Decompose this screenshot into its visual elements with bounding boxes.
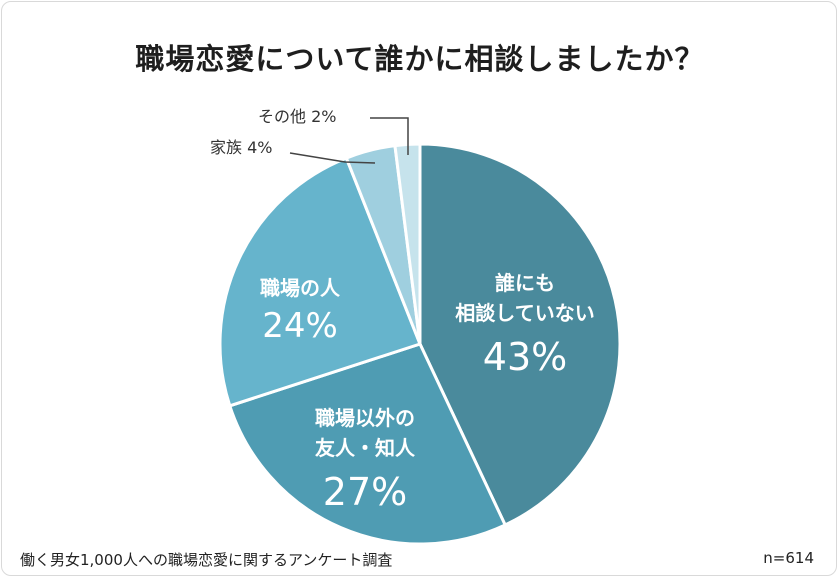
slice-label-4-0: その他 2%	[258, 107, 336, 126]
slice-label-0-0: 誰にも	[495, 271, 555, 295]
chart-title: 職場恋愛について誰かに相談しましたか？	[135, 42, 705, 76]
slice-label-3-0: 家族 4%	[210, 138, 272, 157]
leader-line-4	[370, 117, 409, 155]
slice-label-2-0: 職場の人	[260, 276, 341, 300]
slice-percent-2: 24%	[262, 306, 338, 346]
sample-size: n=614	[763, 549, 814, 567]
slice-percent-0: 43%	[483, 335, 567, 379]
slice-label-0-1: 相談していない	[455, 301, 594, 325]
slice-label-1-0: 職場以外の	[315, 406, 415, 430]
pie-slice-0	[418, 142, 622, 527]
slice-percent-1: 27%	[323, 470, 407, 514]
survey-source: 働く男女1,000人への職場恋愛に関するアンケート調査	[20, 551, 393, 569]
pie-slice-1	[227, 342, 508, 546]
slice-label-1-1: 友人・知人	[315, 436, 416, 460]
leader-line-3	[289, 152, 376, 164]
